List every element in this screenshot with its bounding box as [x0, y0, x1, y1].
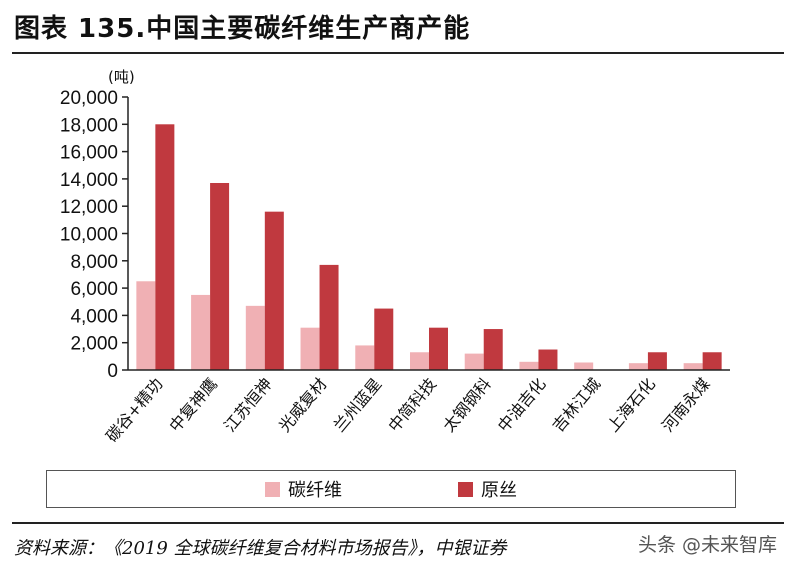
- bar-carbon-fiber: [464, 353, 484, 370]
- bar-precursor: [319, 264, 339, 370]
- x-tick-label: 兰州蓝星: [330, 374, 386, 435]
- x-tick-label: 中复神鹰: [165, 374, 221, 435]
- bar-carbon-fiber: [355, 345, 375, 370]
- x-tick-label: 江苏恒神: [220, 374, 276, 435]
- x-tick-label: 碳谷+精功: [102, 374, 166, 446]
- bar-carbon-fiber: [245, 305, 265, 370]
- bar-carbon-fiber: [191, 294, 211, 370]
- bar-precursor: [374, 308, 394, 370]
- y-tick-label: 0: [107, 361, 118, 382]
- bar-carbon-fiber: [410, 352, 429, 370]
- legend-label-carbon-fiber: 碳纤维: [288, 480, 342, 501]
- bar-carbon-fiber: [574, 362, 594, 370]
- bar-precursor: [429, 327, 448, 370]
- legend: 碳纤维 原丝: [46, 470, 736, 508]
- bars: [136, 124, 722, 370]
- source-note: 资料来源：《2019 全球碳纤维复合材料市场报告》，中银证券: [14, 538, 507, 559]
- bar-carbon-fiber: [519, 361, 539, 370]
- legend-label-precursor: 原丝: [481, 480, 517, 501]
- y-tick-label: 20,000: [60, 88, 118, 109]
- title-divider: [12, 52, 784, 54]
- watermark: 头条 @未来智库: [636, 530, 780, 557]
- legend-item-precursor: 原丝: [458, 476, 517, 502]
- x-tick-label: 中简科技: [384, 374, 440, 435]
- y-tick-label: 18,000: [60, 115, 118, 136]
- bar-carbon-fiber: [683, 363, 703, 370]
- bar-carbon-fiber: [136, 281, 156, 370]
- bar-carbon-fiber: [628, 363, 648, 370]
- x-tick-label: 光威复材: [275, 374, 331, 435]
- x-tick-label: 太钢钢科: [439, 374, 495, 435]
- y-tick-label: 14,000: [60, 170, 118, 191]
- y-tick-label: 10,000: [60, 225, 118, 246]
- bar-precursor: [538, 349, 558, 370]
- y-tick-label: 6,000: [70, 279, 118, 300]
- y-tick-label: 2,000: [70, 334, 118, 355]
- legend-swatch-carbon-fiber: [265, 481, 280, 497]
- x-tick-label: 吉林江城: [549, 374, 605, 435]
- x-tick-label: 河南永煤: [658, 374, 714, 435]
- legend-swatch-precursor: [458, 481, 473, 497]
- y-tick-label: 4,000: [70, 306, 118, 327]
- bar-precursor: [647, 352, 667, 370]
- y-tick-label: 16,000: [60, 143, 118, 164]
- bar-chart: (吨) 0 2,000 4,000 6,000 8,000 10,000 12,000 14,…: [60, 68, 730, 446]
- chart-title: 图表 135.中国主要碳纤维生产商产能: [14, 14, 471, 44]
- bar-precursor: [264, 211, 284, 370]
- source-divider: [12, 522, 784, 524]
- legend-item-carbon-fiber: 碳纤维: [265, 476, 342, 502]
- y-tick-label: 8,000: [70, 252, 118, 273]
- y-axis-unit: (吨): [108, 68, 135, 86]
- x-axis-labels: 碳谷+精功 中复神鹰 江苏恒神 光威复材 兰州蓝星 中简科技 太钢钢科 中油吉化 吉林江城 上海石…: [102, 374, 714, 446]
- bar-precursor: [155, 124, 175, 370]
- y-axis-ticks: 0 2,000 4,000 6,000 8,000 10,000 12,000 14,000 1…: [60, 88, 128, 382]
- bar-precursor: [483, 329, 503, 370]
- x-tick-label: 上海石化: [603, 374, 659, 435]
- bar-precursor: [210, 182, 230, 370]
- x-tick-label: 中油吉化: [494, 374, 550, 435]
- bar-precursor: [702, 352, 722, 370]
- bar-carbon-fiber: [300, 327, 320, 370]
- y-tick-label: 12,000: [60, 197, 118, 218]
